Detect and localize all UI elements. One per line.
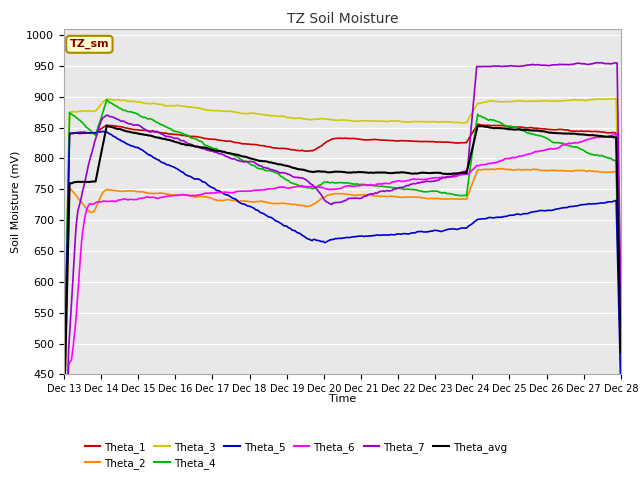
Theta_6 — [388, 179, 396, 185]
Theta_7 — [388, 188, 396, 193]
Line: Theta_2: Theta_2 — [64, 168, 621, 419]
Theta_avg — [617, 349, 625, 355]
Theta_5 — [159, 160, 167, 166]
Line: Theta_5: Theta_5 — [64, 132, 621, 393]
Theta_avg — [159, 136, 167, 142]
Theta_2 — [60, 416, 68, 422]
Theta_2 — [432, 196, 440, 202]
Theta_avg — [60, 415, 68, 421]
Theta_6 — [479, 162, 487, 168]
Theta_5 — [389, 232, 397, 238]
Theta_avg — [433, 170, 440, 176]
Theta_7 — [617, 296, 625, 301]
Theta_6 — [204, 191, 211, 196]
Theta_7 — [204, 147, 211, 153]
Theta_3 — [479, 99, 487, 105]
Title: TZ Soil Moisture: TZ Soil Moisture — [287, 12, 398, 26]
Theta_2 — [495, 166, 503, 171]
Theta_4 — [617, 363, 625, 369]
Theta_7 — [159, 132, 166, 137]
Legend: Theta_1, Theta_2, Theta_3, Theta_4, Theta_5, Theta_6, Theta_7, Theta_avg: Theta_1, Theta_2, Theta_3, Theta_4, Thet… — [81, 437, 511, 473]
Theta_1 — [474, 121, 481, 127]
Theta_1 — [388, 138, 396, 144]
Y-axis label: Soil Moisture (mV): Soil Moisture (mV) — [11, 150, 20, 253]
Theta_4 — [159, 123, 167, 129]
Theta_avg — [313, 168, 321, 174]
Theta_2 — [388, 193, 396, 199]
Theta_avg — [480, 124, 488, 130]
Theta_3 — [204, 107, 211, 113]
Theta_3 — [617, 326, 625, 332]
Line: Theta_1: Theta_1 — [64, 124, 621, 393]
Theta_6 — [432, 175, 440, 180]
Theta_7 — [432, 178, 440, 183]
Theta_3 — [432, 119, 440, 125]
Theta_6 — [159, 194, 166, 200]
Theta_1 — [432, 139, 440, 145]
Theta_3 — [312, 116, 320, 122]
Theta_4 — [313, 184, 321, 190]
Theta_avg — [204, 145, 212, 151]
Theta_1 — [617, 347, 625, 352]
Theta_avg — [103, 123, 111, 129]
Theta_4 — [480, 115, 488, 120]
Theta_2 — [617, 369, 625, 374]
Theta_3 — [611, 96, 619, 101]
Theta_1 — [60, 390, 68, 396]
Theta_3 — [159, 102, 166, 108]
Text: TZ_sm: TZ_sm — [70, 39, 109, 49]
Line: Theta_4: Theta_4 — [64, 100, 621, 381]
Theta_1 — [159, 130, 166, 136]
Theta_5 — [99, 129, 106, 134]
Theta_7 — [594, 60, 602, 66]
Theta_3 — [60, 379, 68, 385]
Theta_3 — [388, 118, 396, 124]
Theta_1 — [204, 136, 211, 142]
Line: Theta_3: Theta_3 — [64, 98, 621, 382]
Theta_7 — [312, 185, 320, 191]
Theta_6 — [617, 338, 625, 344]
X-axis label: Time: Time — [329, 394, 356, 404]
Theta_avg — [389, 170, 397, 176]
Theta_1 — [480, 122, 488, 128]
Theta_2 — [159, 190, 166, 196]
Theta_7 — [479, 64, 487, 70]
Theta_2 — [312, 200, 320, 206]
Theta_2 — [204, 194, 211, 200]
Theta_5 — [617, 385, 625, 391]
Theta_5 — [480, 216, 488, 222]
Theta_6 — [312, 184, 320, 190]
Theta_4 — [389, 185, 397, 191]
Theta_5 — [433, 228, 440, 233]
Line: Theta_avg: Theta_avg — [64, 126, 621, 418]
Line: Theta_6: Theta_6 — [64, 133, 621, 480]
Theta_4 — [433, 188, 440, 194]
Theta_6 — [613, 131, 621, 136]
Theta_2 — [479, 167, 487, 172]
Theta_5 — [60, 390, 68, 396]
Theta_4 — [103, 97, 111, 103]
Theta_5 — [204, 182, 212, 188]
Theta_4 — [204, 143, 212, 149]
Theta_5 — [313, 238, 321, 243]
Line: Theta_7: Theta_7 — [64, 63, 621, 480]
Theta_4 — [60, 378, 68, 384]
Theta_1 — [312, 146, 320, 152]
